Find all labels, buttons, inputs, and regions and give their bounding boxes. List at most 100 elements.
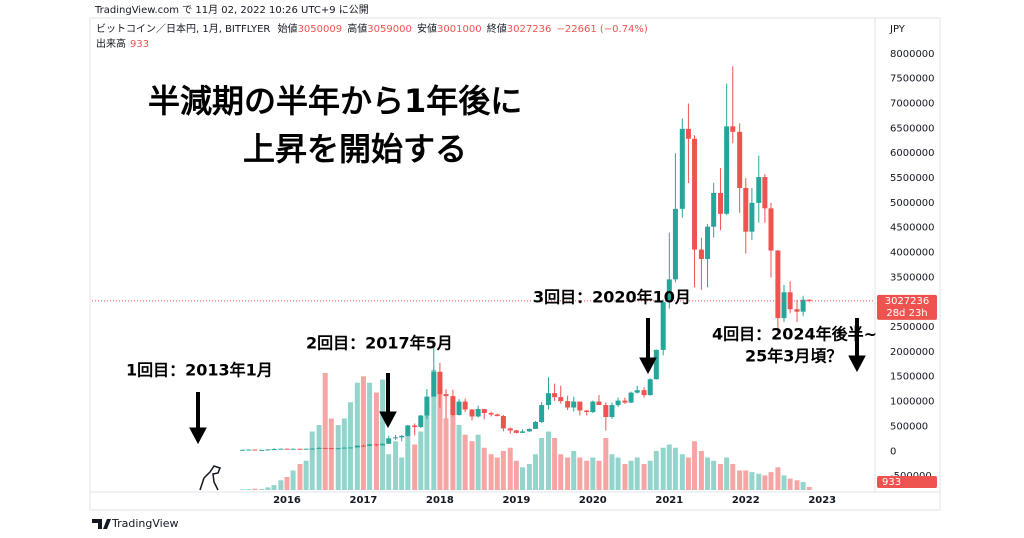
candle-body — [347, 447, 353, 449]
candle-body — [590, 401, 596, 413]
volume-bar — [679, 454, 685, 490]
volume-bar — [456, 425, 462, 490]
volume-bar — [488, 454, 494, 490]
candle-body — [794, 309, 800, 312]
candle-body — [762, 177, 768, 209]
candle-body — [603, 405, 609, 417]
candle-body — [297, 448, 303, 450]
candle-body — [768, 208, 774, 251]
candle-body — [412, 425, 418, 427]
candle-body — [539, 405, 545, 422]
candle-body — [424, 396, 430, 416]
candle-body — [481, 409, 487, 414]
volume-bar — [634, 457, 640, 490]
volume-line: 出来高 933 — [96, 37, 149, 50]
candle-body — [500, 415, 506, 429]
candle-body — [437, 371, 443, 395]
volume-tag-value: 933 — [882, 477, 901, 488]
volume-bar — [246, 489, 252, 490]
candle-body — [660, 302, 666, 350]
candle-body — [335, 448, 341, 450]
candle-body — [679, 128, 685, 209]
y-tick-label: 4500000 — [890, 223, 935, 234]
volume-bar — [443, 418, 449, 490]
candle-body — [386, 438, 392, 444]
volume-bar — [552, 438, 558, 490]
candle-body — [692, 138, 698, 250]
volume-bar — [494, 457, 500, 490]
candle-body — [316, 447, 322, 449]
volume-bar — [526, 464, 532, 490]
volume-bar — [462, 434, 468, 490]
volume-bar — [373, 392, 379, 490]
x-tick-label: 2016 — [273, 495, 301, 506]
annotation: 25年3月頃？ — [745, 347, 842, 366]
volume-bar — [762, 475, 768, 490]
volume-bar — [545, 431, 551, 490]
volume-bar — [775, 467, 781, 490]
high-value: 3059000 — [367, 24, 412, 35]
candle-body — [653, 349, 659, 380]
volume-bar — [316, 425, 322, 490]
candle-body — [399, 435, 405, 438]
volume-tag — [877, 476, 937, 488]
volume-bar — [278, 480, 284, 490]
symbol: ビットコイン／日本円, 1月, BITFLYER — [96, 22, 270, 35]
candle-body — [800, 299, 806, 312]
candle-body — [488, 413, 494, 415]
candle-body — [641, 390, 647, 396]
arrow-head — [189, 427, 207, 445]
volume-bar — [252, 488, 258, 490]
volume-bar — [309, 431, 315, 490]
candle-body — [418, 415, 424, 427]
candle-body — [360, 445, 366, 447]
logo-mascot — [199, 465, 221, 491]
volume-bar — [724, 457, 730, 490]
candle-body — [507, 428, 513, 431]
candle-body — [730, 126, 736, 132]
volume-bar — [781, 475, 787, 490]
volume-bar — [584, 460, 590, 490]
x-tick-label: 2021 — [655, 495, 683, 506]
candle-body — [443, 394, 449, 397]
volume-bar — [341, 418, 347, 490]
volume-bar — [603, 438, 609, 490]
candle-body — [749, 202, 755, 232]
candle-body — [519, 431, 525, 433]
candle-body — [571, 401, 577, 408]
candle-body — [456, 401, 462, 415]
candle-body — [373, 444, 379, 446]
volume-bar — [590, 457, 596, 490]
volume-bar — [749, 472, 755, 490]
y-tick-label: 1000000 — [890, 397, 935, 408]
volume-bar — [271, 485, 277, 490]
volume-bar — [500, 451, 506, 490]
volume-bar — [265, 487, 271, 490]
volume-bar — [577, 457, 583, 490]
currency: JPY — [889, 24, 906, 35]
volume-bar — [437, 386, 443, 490]
candle-body — [552, 393, 558, 398]
annotation: 1回目：2013年1月 — [126, 361, 273, 380]
volume-bar — [660, 447, 666, 490]
y-tick-label: 1500000 — [890, 372, 935, 383]
volume-bar — [481, 447, 487, 490]
chart-frame — [89, 17, 941, 511]
volume-bar — [328, 418, 334, 490]
candle-body — [265, 449, 271, 451]
volume-bar — [666, 444, 672, 490]
volume-bar — [412, 444, 418, 490]
y-tick-label: 6000000 — [890, 148, 935, 159]
candle-body — [341, 447, 347, 449]
candle-body — [705, 226, 711, 260]
candle-body — [271, 449, 277, 451]
candle-body — [545, 393, 551, 406]
volume-bar — [653, 451, 659, 490]
candle-body — [469, 409, 475, 417]
candle-body — [685, 128, 691, 139]
volume-bar — [641, 464, 647, 490]
candle-body — [475, 409, 481, 417]
volume-bar — [450, 408, 456, 490]
volume-bar — [405, 434, 411, 490]
volume-bar — [532, 454, 538, 490]
